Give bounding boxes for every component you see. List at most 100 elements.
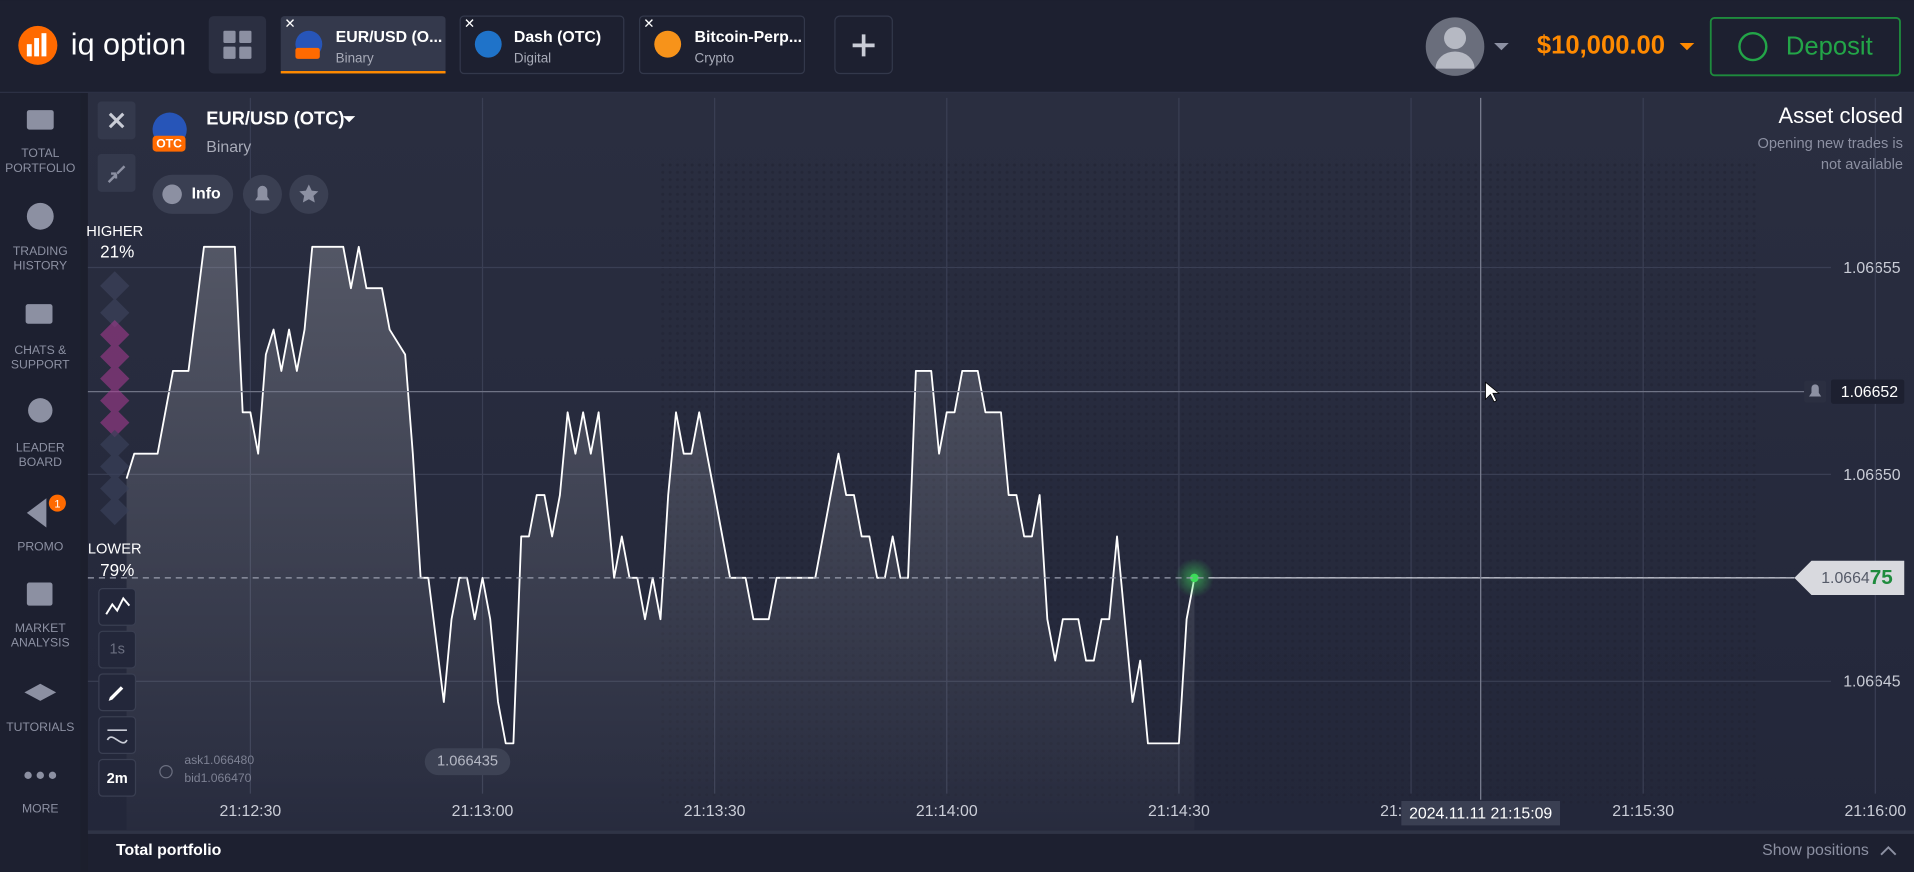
- higher-label: HIGHER: [86, 224, 143, 240]
- tab[interactable]: [459, 15, 625, 75]
- tab-active-indicator: [280, 71, 446, 74]
- lower-percent: 79%: [100, 561, 134, 580]
- sidebar-icons: [24, 110, 57, 780]
- svg-text:✕: ✕: [284, 16, 295, 31]
- indicators-button[interactable]: [98, 716, 137, 754]
- logo-bar: [26, 44, 32, 57]
- asset-badge: [152, 135, 186, 152]
- period-button[interactable]: [98, 758, 137, 797]
- footer-title[interactable]: Total portfolio: [116, 842, 222, 859]
- quote-help-icon[interactable]: [159, 764, 173, 779]
- promo-badge: [48, 494, 66, 512]
- period-label[interactable]: 2m: [107, 771, 128, 787]
- min-label-box: [424, 748, 511, 776]
- x-tick-label: 21:15:30: [1612, 803, 1674, 820]
- info-icon: [162, 184, 182, 205]
- sidebar-label: BOARD: [19, 455, 63, 469]
- promo-badge-count: 1: [54, 498, 60, 510]
- balance-caret[interactable]: [1679, 42, 1695, 51]
- current-price-part: 1.0664: [1821, 570, 1870, 587]
- sentiment-bar: [100, 271, 130, 526]
- timeframe-button[interactable]: [98, 630, 137, 669]
- x-tick-label: 21:16:00: [1844, 803, 1906, 820]
- price-area: [126, 246, 1195, 831]
- sidebar-label: HISTORY: [13, 259, 67, 273]
- deposit-icon: [1738, 31, 1768, 62]
- current-price-part: 75: [1870, 567, 1893, 590]
- sidebar-label: PROMO: [17, 539, 63, 553]
- tab-close[interactable]: ✕ ✕ ✕: [284, 16, 654, 31]
- asset-name[interactable]: EUR/USD (OTC): [206, 108, 344, 129]
- indicators-icon: [106, 729, 128, 744]
- sidebar-label: ANALYSIS: [11, 636, 70, 650]
- deposit-button[interactable]: [1709, 17, 1901, 77]
- layout-icon: [223, 30, 252, 59]
- show-positions-caret[interactable]: [1880, 845, 1897, 856]
- chart-type-button[interactable]: [98, 587, 137, 626]
- deposit-label[interactable]: Deposit: [1786, 33, 1873, 61]
- higher-percent: 21%: [100, 242, 134, 261]
- current-price-label: 1.066475: [1821, 567, 1893, 590]
- alert-bell: [1809, 384, 1822, 397]
- mouse-cursor: [1485, 381, 1501, 403]
- layout-button[interactable]: [208, 16, 267, 74]
- close-icon: [108, 112, 125, 129]
- tab-subtitle: Digital: [514, 50, 551, 65]
- last-price-dot: [1190, 573, 1199, 583]
- asset-badge-text: OTC: [156, 136, 182, 150]
- logo-bar: [41, 33, 47, 57]
- sidebar-label: MARKET: [15, 621, 66, 635]
- tab-icon-badge: [295, 47, 320, 59]
- sidebar-label: CHATS &: [14, 343, 66, 357]
- svg-text:✕: ✕: [643, 16, 654, 31]
- asset-status-note: not available: [1821, 157, 1903, 173]
- show-positions[interactable]: Show positions: [1762, 842, 1869, 859]
- asset-status-note: Opening new trades is: [1757, 136, 1903, 152]
- svg-text:✕: ✕: [464, 16, 475, 31]
- balance[interactable]: $10,000.00: [1537, 31, 1665, 59]
- sidebar-label: TUTORIALS: [6, 720, 74, 734]
- min-label: 1.066435: [437, 754, 498, 770]
- alert-tag: [1830, 379, 1905, 404]
- tab-subtitle: Binary: [336, 50, 374, 65]
- timeframe-label[interactable]: 1s: [109, 641, 124, 657]
- tab[interactable]: [280, 16, 446, 74]
- info-label[interactable]: Info: [192, 185, 221, 202]
- footer-border: [87, 830, 1914, 834]
- asset-caret[interactable]: [343, 116, 356, 123]
- bid-quote: bid1.066470: [184, 771, 251, 785]
- logo-bar: [34, 38, 40, 57]
- logo-text[interactable]: iq option: [71, 28, 186, 62]
- tab-icon: [654, 30, 682, 58]
- tab-title: EUR/USD (O...: [336, 29, 443, 46]
- info-button[interactable]: [152, 174, 234, 214]
- sidebar-label: LEADER: [16, 440, 65, 454]
- pencil-icon: [108, 686, 124, 701]
- avatar-caret[interactable]: [1494, 42, 1509, 51]
- sidebar-label: PORTFOLIO: [5, 161, 75, 175]
- sidebar-label: TOTAL: [21, 146, 59, 160]
- chart: 1.066451.066501.0665521:12:3021:13:0021:…: [87, 97, 1906, 831]
- y-tick-label: 1.06645: [1843, 674, 1901, 691]
- asset-type: Binary: [206, 139, 251, 156]
- price-line: [125, 245, 1196, 745]
- plus-icon: [852, 34, 875, 57]
- current-price-tag: [1794, 560, 1905, 595]
- crosshair-tag: [1401, 800, 1561, 826]
- star-icon: [299, 184, 319, 203]
- minimize-icon: [107, 165, 126, 183]
- y-tick-label: 1.06650: [1843, 467, 1901, 484]
- lower-label: LOWER: [88, 541, 142, 557]
- y-tick-label: 1.06655: [1843, 260, 1901, 277]
- sidebar-label: TRADING: [13, 244, 68, 258]
- ask-quote: ask1.066480: [184, 753, 254, 767]
- bell-icon: [255, 185, 270, 201]
- tab[interactable]: [639, 15, 806, 75]
- sidebar-label: MORE: [22, 802, 59, 816]
- crosshair-label: 2024.11.11 21:15:09: [1409, 806, 1552, 823]
- tab-icon: [474, 30, 502, 58]
- tab-title: Dash (OTC): [514, 29, 601, 46]
